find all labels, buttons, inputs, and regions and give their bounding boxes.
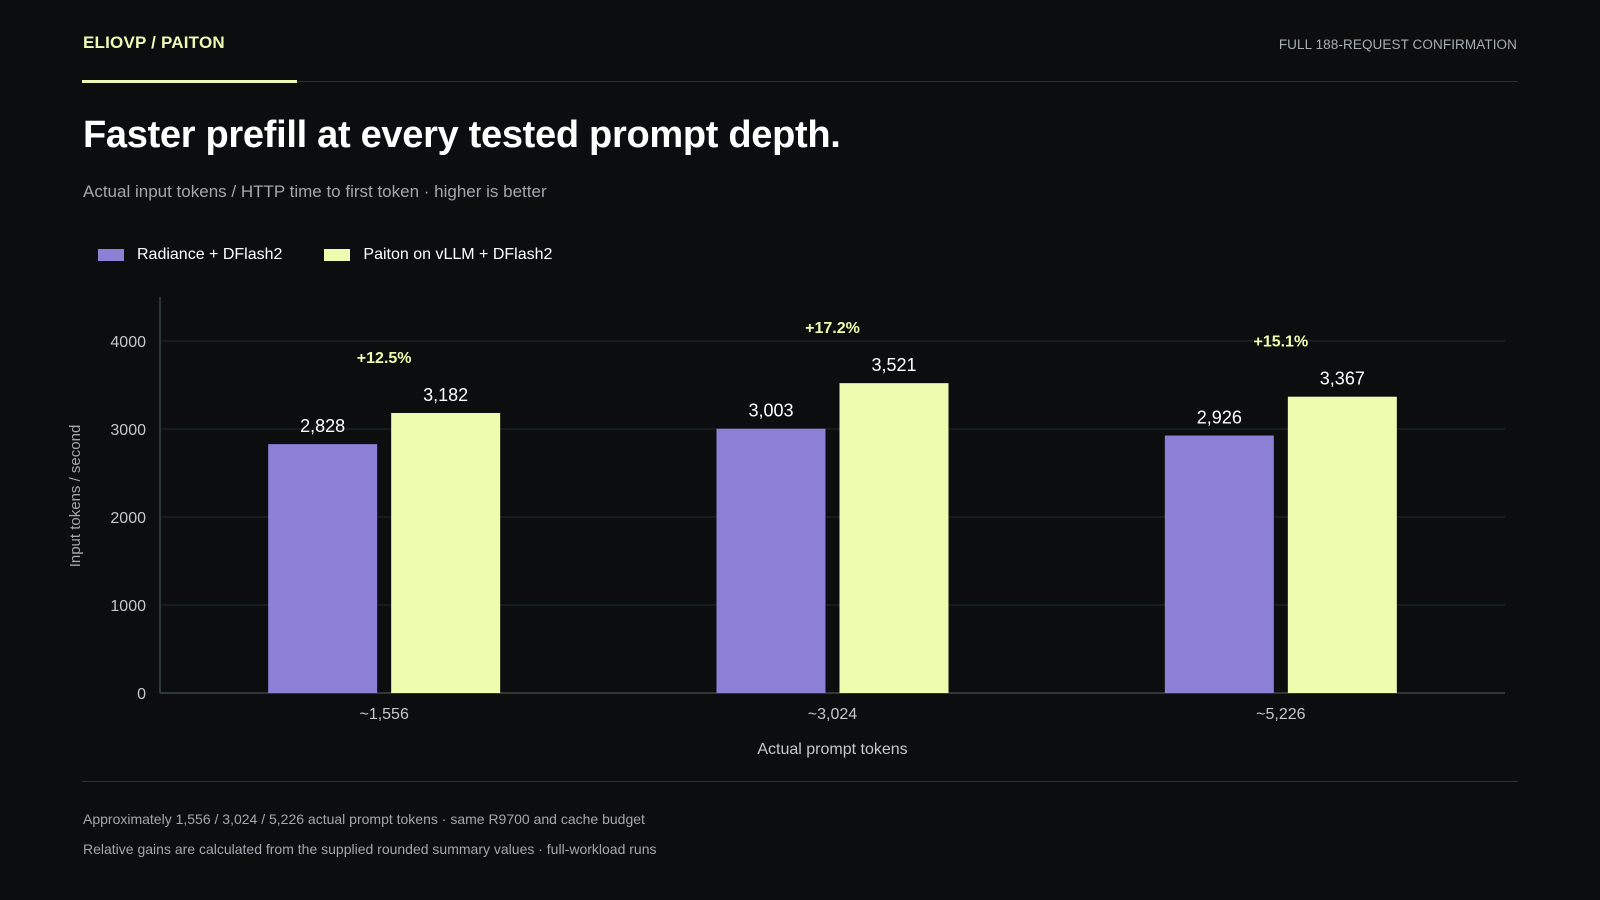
footnote-1: Approximately 1,556 / 3,024 / 5,226 actu… — [83, 811, 645, 827]
bar-value-label: 3,003 — [748, 401, 793, 421]
bar-paiton — [1287, 396, 1397, 693]
footnote-2: Relative gains are calculated from the s… — [83, 841, 657, 857]
bar-radiance — [268, 444, 378, 693]
legend-label-paiton: Paiton on vLLM + DFlash2 — [363, 246, 553, 263]
y-tick-label: 0 — [137, 686, 146, 703]
kicker-label: FULL 188-REQUEST CONFIRMATION — [1278, 37, 1517, 52]
y-tick-label: 2000 — [110, 510, 146, 527]
page-subtitle: Actual input tokens / HTTP time to first… — [83, 182, 547, 201]
bar-radiance — [1164, 435, 1274, 693]
x-tick-label: ~1,556 — [359, 706, 408, 723]
bar-value-label: 2,926 — [1197, 408, 1242, 428]
bar-value-label: 3,521 — [871, 355, 916, 375]
gain-label: +12.5% — [357, 350, 412, 367]
chart-legend: Radiance + DFlash2 Paiton on vLLM + DFla… — [98, 246, 594, 264]
legend-swatch-paiton — [324, 249, 351, 261]
header-accent-bar — [82, 80, 297, 83]
gain-label: +15.1% — [1253, 334, 1308, 351]
y-tick-label: 1000 — [110, 598, 146, 615]
bar-value-label: 3,182 — [423, 385, 468, 405]
legend-label-radiance: Radiance + DFlash2 — [137, 246, 283, 263]
legend-item-paiton: Paiton on vLLM + DFlash2 — [324, 246, 552, 264]
legend-swatch-radiance — [98, 249, 124, 261]
y-tick-label: 3000 — [110, 422, 146, 439]
gain-label: +17.2% — [805, 320, 860, 337]
bar-paiton — [391, 412, 501, 693]
footer-divider — [82, 781, 1518, 782]
y-axis-title: Input tokens / second — [67, 425, 84, 568]
page-title: Faster prefill at every tested prompt de… — [83, 114, 841, 156]
legend-item-radiance: Radiance + DFlash2 — [98, 246, 282, 264]
x-tick-label: ~5,226 — [1256, 706, 1305, 723]
x-axis-title: Actual prompt tokens — [757, 741, 907, 758]
bar-value-label: 2,828 — [300, 416, 345, 436]
bar-paiton — [839, 383, 949, 693]
bar-value-label: 3,367 — [1320, 369, 1365, 389]
y-tick-label: 4000 — [110, 334, 146, 351]
x-tick-label: ~3,024 — [808, 706, 857, 723]
bar-radiance — [716, 428, 826, 693]
header-divider — [82, 81, 1518, 82]
brand-label: ELIOVP / PAITON — [83, 33, 225, 52]
